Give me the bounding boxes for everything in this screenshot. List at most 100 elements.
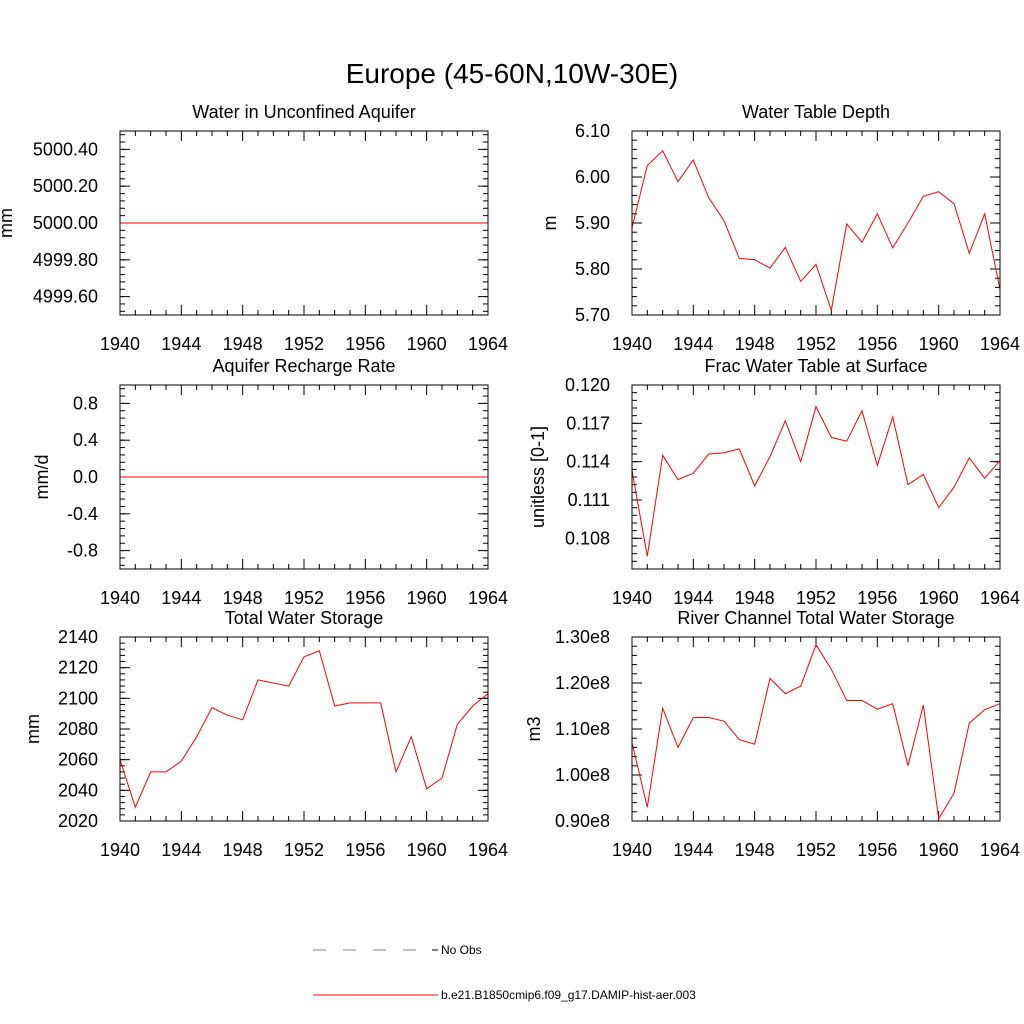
x-tick-label: 1948 — [735, 588, 775, 608]
y-tick-label: 5.70 — [575, 305, 610, 325]
x-tick-label: 1964 — [468, 588, 508, 608]
x-tick-label: 1948 — [735, 840, 775, 860]
y-axis-label: mm — [0, 208, 16, 238]
y-tick-label: 4999.80 — [33, 250, 98, 270]
chart-panel-2: Water Table Depth m 1940 1944 1948 1952 1956 19… — [540, 102, 1020, 354]
panel-title: Water Table Depth — [742, 102, 890, 122]
y-axis-label: m — [540, 216, 560, 231]
series-line — [631, 405, 1001, 557]
x-tick-label: 1960 — [919, 588, 959, 608]
x-tick-label: 1948 — [735, 334, 775, 354]
legend-label-no-obs: No Obs — [441, 943, 482, 957]
x-tick-label: 1956 — [857, 588, 897, 608]
x-tick-label: 1952 — [284, 588, 324, 608]
x-tick-label: 1964 — [468, 334, 508, 354]
x-tick-label: 1944 — [673, 334, 713, 354]
x-tick-label: 1944 — [161, 588, 201, 608]
y-tick-label: 2020 — [58, 811, 98, 831]
series-line — [119, 650, 489, 809]
legend-label-model: b.e21.B1850cmip6.f09_g17.DAMIP-hist-aer.… — [441, 988, 696, 1002]
x-tick-label: 1960 — [407, 334, 447, 354]
y-tick-label: 0.117 — [566, 413, 610, 433]
y-tick-label: 2080 — [58, 719, 98, 739]
plot-frame — [119, 384, 489, 570]
y-tick-label: 0.0 — [73, 467, 98, 487]
y-tick-label: 0.8 — [73, 393, 98, 413]
panel-title: Frac Water Table at Surface — [704, 356, 927, 376]
y-tick-label: 1.30e8 — [555, 627, 610, 647]
x-tick-label: 1964 — [980, 334, 1020, 354]
x-tick-label: 1960 — [407, 840, 447, 860]
x-tick-label: 1956 — [345, 334, 385, 354]
series-line — [631, 643, 1001, 821]
x-tick-label: 1956 — [857, 840, 897, 860]
y-tick-label: 0.90e8 — [555, 811, 610, 831]
x-tick-label: 1944 — [161, 840, 201, 860]
y-tick-label: 1.10e8 — [555, 719, 610, 739]
y-axis-label: mm — [23, 714, 43, 744]
x-tick-label: 1960 — [919, 334, 959, 354]
x-tick-label: 1940 — [100, 840, 140, 860]
panel-title: Total Water Storage — [225, 608, 383, 628]
x-tick-label: 1952 — [796, 334, 836, 354]
x-tick-label: 1940 — [612, 840, 652, 860]
y-axis-label: m3 — [524, 716, 544, 741]
x-tick-label: 1960 — [407, 588, 447, 608]
panel-title: River Channel Total Water Storage — [677, 608, 954, 628]
x-tick-label: 1956 — [345, 840, 385, 860]
x-tick-label: 1964 — [468, 840, 508, 860]
y-axis-label: mm/d — [32, 455, 52, 500]
panel-title: Aquifer Recharge Rate — [212, 356, 395, 376]
x-tick-label: 1964 — [980, 588, 1020, 608]
chart-panel-3: Aquifer Recharge Rate mm/d 1940 1944 1948 195… — [32, 356, 508, 608]
y-tick-label: 2100 — [58, 688, 98, 708]
y-tick-label: 5000.40 — [33, 139, 98, 159]
x-tick-label: 1944 — [673, 840, 713, 860]
chart-panel-6: River Channel Total Water Storage m3 1940 1… — [524, 608, 1020, 860]
y-tick-label: 0.4 — [73, 430, 98, 450]
y-tick-label: 1.00e8 — [555, 765, 610, 785]
plot-frame — [119, 636, 489, 822]
y-axis-label: unitless [0-1] — [528, 426, 548, 528]
y-tick-label: 0.120 — [565, 375, 610, 395]
plot-frame — [631, 636, 1001, 822]
y-tick-label: 6.00 — [575, 167, 610, 187]
x-tick-label: 1952 — [796, 588, 836, 608]
y-tick-label: 5000.00 — [33, 213, 98, 233]
x-tick-label: 1960 — [919, 840, 959, 860]
plot-frame — [631, 384, 1001, 570]
y-tick-label: 5000.20 — [33, 176, 98, 196]
x-tick-label: 1956 — [345, 588, 385, 608]
y-tick-label: 0.108 — [565, 528, 610, 548]
x-tick-label: 1940 — [612, 588, 652, 608]
panel-title: Water in Unconfined Aquifer — [192, 102, 415, 122]
x-tick-label: 1940 — [100, 334, 140, 354]
y-tick-label: 2140 — [58, 627, 98, 647]
x-tick-label: 1964 — [980, 840, 1020, 860]
x-tick-label: 1948 — [223, 840, 263, 860]
y-tick-label: -0.8 — [67, 541, 98, 561]
chart-panels: Water in Unconfined Aquifer mm 1940 1944 194… — [0, 102, 1020, 860]
x-tick-label: 1956 — [857, 334, 897, 354]
x-tick-label: 1944 — [161, 334, 201, 354]
x-tick-label: 1952 — [284, 840, 324, 860]
x-tick-label: 1948 — [223, 334, 263, 354]
y-tick-label: 5.90 — [575, 213, 610, 233]
series-line — [631, 149, 1001, 311]
y-tick-label: 4999.60 — [33, 287, 98, 307]
figure-title: Europe (45-60N,10W-30E) — [346, 58, 679, 89]
x-tick-label: 1940 — [612, 334, 652, 354]
y-tick-label: 6.10 — [575, 121, 610, 141]
y-tick-label: 2120 — [58, 658, 98, 678]
y-tick-label: 0.114 — [566, 452, 610, 472]
y-tick-label: 1.20e8 — [555, 673, 610, 693]
y-tick-label: 2060 — [58, 750, 98, 770]
x-tick-label: 1952 — [796, 840, 836, 860]
y-tick-label: 2040 — [58, 780, 98, 800]
chart-panel-4: Frac Water Table at Surface unitless [0-1… — [528, 356, 1020, 608]
x-tick-label: 1952 — [284, 334, 324, 354]
chart-panel-1: Water in Unconfined Aquifer mm 1940 1944 194… — [0, 102, 508, 354]
plot-frame — [119, 130, 489, 316]
x-tick-label: 1948 — [223, 588, 263, 608]
